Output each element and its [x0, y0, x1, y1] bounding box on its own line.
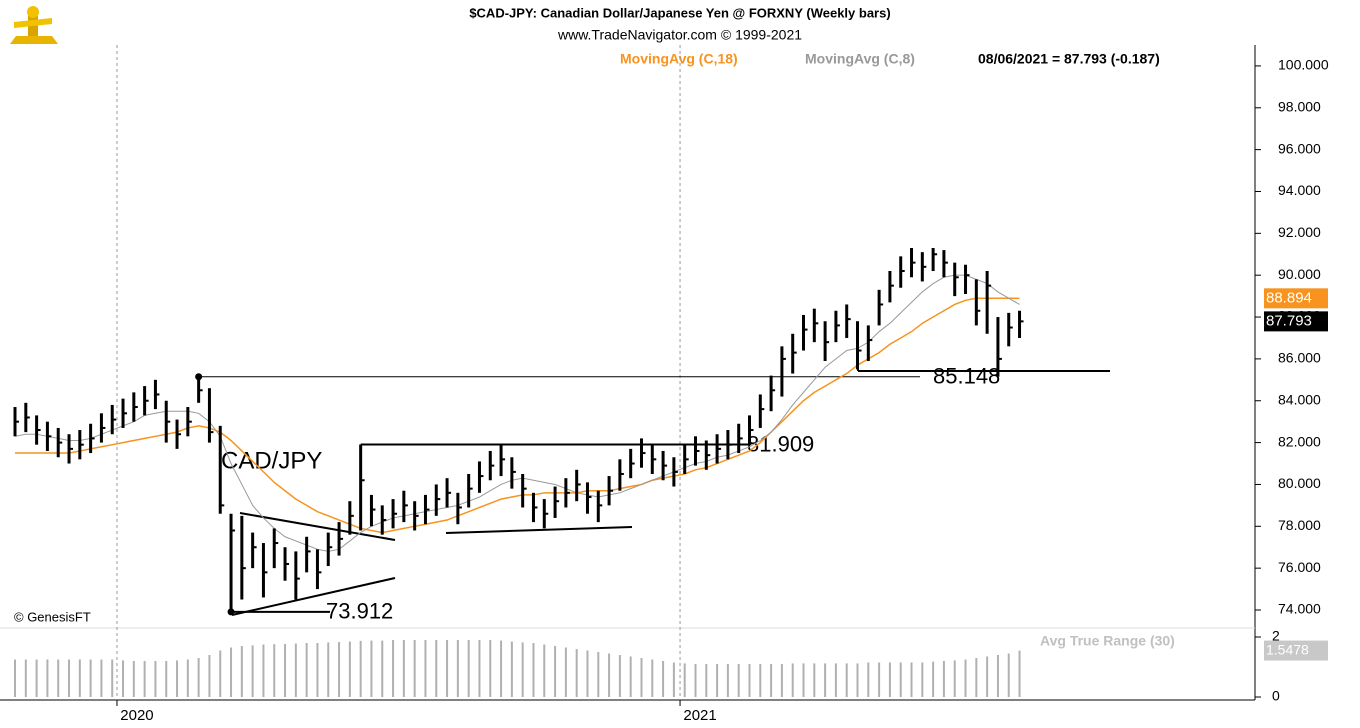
y-tick-label: 80.000 — [1278, 475, 1321, 491]
y-tick-label: 84.000 — [1278, 391, 1321, 407]
last-value-label: 88.894 — [1266, 289, 1312, 306]
x-tick-label: 2021 — [683, 707, 716, 724]
moving-average — [14, 274, 1020, 552]
y-tick-label: 96.000 — [1278, 140, 1321, 156]
pivot-dot — [195, 373, 203, 381]
last-value-box — [1264, 640, 1328, 661]
y-tick-label: 78.000 — [1278, 517, 1321, 533]
indicator-name: Avg True Range (30) — [1040, 633, 1175, 649]
logo — [10, 6, 58, 44]
level-label: 73.912 — [326, 599, 393, 624]
chart-subtitle: www.TradeNavigator.com © 1999-2021 — [557, 27, 802, 43]
y-tick-label: 82.000 — [1278, 433, 1321, 449]
y-tick-label: 90.000 — [1278, 266, 1321, 282]
moving-average — [15, 297, 1020, 534]
last-value-label: 87.793 — [1266, 312, 1312, 329]
y-tick-label: 86.000 — [1278, 350, 1321, 366]
level-label: 85.148 — [933, 364, 1000, 389]
y-tick-label: 2 — [1272, 628, 1280, 644]
legend-entry: MovingAvg (C,8) — [805, 51, 915, 67]
y-tick-label: 94.000 — [1278, 182, 1321, 198]
y-tick-label: 74.000 — [1278, 601, 1321, 617]
y-tick-label: 100.000 — [1278, 57, 1329, 73]
symbol-label: CAD/JPY — [221, 447, 322, 474]
status-text: 08/06/2021 = 87.793 (-0.187) — [978, 51, 1160, 67]
last-value-box — [1264, 311, 1328, 332]
chart-title: $CAD-JPY: Canadian Dollar/Japanese Yen @… — [469, 5, 890, 20]
x-tick-label: 2020 — [120, 707, 153, 724]
y-tick-label: 98.000 — [1278, 98, 1321, 114]
last-value-box — [1264, 288, 1328, 309]
drawing-lines — [231, 345, 1110, 616]
y-tick-label: 76.000 — [1278, 559, 1321, 575]
watermark: © GenesisFT — [14, 609, 91, 624]
legend-entry: MovingAvg (C,18) — [620, 51, 738, 67]
level-label: 81.909 — [747, 431, 814, 456]
y-tick-label: 0 — [1272, 688, 1280, 704]
last-value-label: 1.5478 — [1266, 641, 1309, 657]
y-tick-label: 92.000 — [1278, 224, 1321, 240]
pivot-dot — [227, 608, 235, 616]
